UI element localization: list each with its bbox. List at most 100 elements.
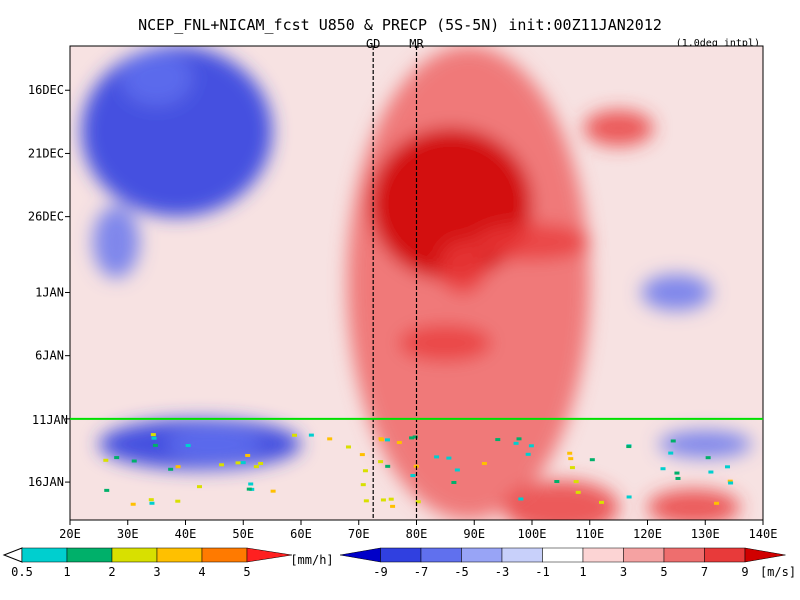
precip-cell <box>568 457 574 461</box>
chart-title: NCEP_FNL+NICAM_fcst U850 & PRECP (5S-5N)… <box>138 16 662 34</box>
precip-legend-arrow-right <box>246 547 293 563</box>
precip-cell <box>451 480 457 484</box>
u850-easterly-core <box>121 50 192 105</box>
x-tick-label: 20E <box>59 527 81 541</box>
y-tick-label: 16DEC <box>28 83 64 97</box>
u850-legend-swatch <box>623 547 665 563</box>
precip-cell <box>359 453 365 457</box>
precip-cell <box>674 471 680 475</box>
y-tick-label: 6JAN <box>35 349 64 363</box>
u850-legend-swatch <box>582 547 624 563</box>
precip-cell <box>253 465 259 469</box>
precip-cell <box>668 451 674 455</box>
precip-cell <box>175 465 181 469</box>
precip-cell <box>626 445 632 449</box>
precip-cell <box>567 451 573 455</box>
u850-westerly-core <box>439 240 486 295</box>
precip-cell <box>345 445 351 449</box>
u850-legend-label: 7 <box>701 565 708 579</box>
x-tick-label: 90E <box>463 527 485 541</box>
precip-cell <box>396 441 402 445</box>
precip-cell <box>528 444 534 448</box>
u850-westerly-core <box>647 489 741 520</box>
u850-easterly-core <box>658 430 752 458</box>
precip-cell <box>148 498 154 502</box>
x-tick-label: 130E <box>691 527 720 541</box>
precip-cell <box>360 483 366 487</box>
precip-cell <box>390 504 396 508</box>
precip-cell <box>245 453 251 457</box>
x-tick-label: 30E <box>117 527 139 541</box>
precip-cell <box>714 501 720 505</box>
precip-cell <box>130 502 136 506</box>
u850-legend-unit: [m/s] <box>760 565 796 579</box>
precip-cell <box>150 433 156 437</box>
precip-cell <box>248 482 254 486</box>
precip-cell <box>410 474 416 478</box>
u850-legend-label: -1 <box>535 565 549 579</box>
u850-easterly-core <box>641 274 712 311</box>
u850-legend-swatch <box>663 547 705 563</box>
u850-legend-label: 9 <box>741 565 748 579</box>
precip-legend-swatch <box>111 547 158 563</box>
precip-cell <box>599 500 605 504</box>
precip-cell <box>258 462 264 466</box>
y-tick-label: 21DEC <box>28 146 64 160</box>
precip-cell <box>728 481 734 485</box>
precip-cell <box>670 439 676 443</box>
u850-legend-swatch <box>542 547 584 563</box>
u850-legend-label: 5 <box>660 565 667 579</box>
precip-cell <box>724 465 730 469</box>
precip-cell <box>626 495 632 499</box>
precip-cell <box>378 437 384 441</box>
precip-cell <box>151 436 157 440</box>
precip-cell <box>219 463 225 467</box>
precip-cell <box>569 466 575 470</box>
x-tick-label: 120E <box>633 527 662 541</box>
precip-cell <box>292 433 298 437</box>
precip-cell <box>434 455 440 459</box>
precip-cell <box>378 460 384 464</box>
precip-legend-swatch <box>66 547 113 563</box>
precip-legend-swatch <box>201 547 248 563</box>
u850-legend-swatch <box>704 547 746 563</box>
u850-legend-label: 3 <box>620 565 627 579</box>
precip-cell <box>152 443 158 447</box>
u850-westerly-core <box>583 110 654 147</box>
precip-cell <box>235 461 241 465</box>
precip-cell <box>660 467 666 471</box>
precip-cell <box>270 489 276 493</box>
precip-cell <box>409 436 415 440</box>
x-tick-label: 110E <box>575 527 604 541</box>
precip-cell <box>573 480 579 484</box>
y-tick-label: 1JAN <box>35 285 64 299</box>
precip-cell <box>363 499 369 503</box>
precip-legend-label: 1 <box>63 565 70 579</box>
precip-cell <box>495 438 501 442</box>
u850-westerly-core <box>502 480 619 520</box>
precip-cell <box>308 433 314 437</box>
precip-legend-label: 0.5 <box>11 565 33 579</box>
u850-westerly-core <box>474 223 590 260</box>
plot-area <box>70 46 763 520</box>
precip-cell <box>246 487 252 491</box>
precip-cell <box>327 437 333 441</box>
x-tick-label: 70E <box>348 527 370 541</box>
precip-cell <box>446 456 452 460</box>
x-tick-label: 50E <box>232 527 254 541</box>
precip-legend-label: 2 <box>108 565 115 579</box>
precip-legend-label: 5 <box>243 565 250 579</box>
u850-legend-arrow-right <box>744 547 786 563</box>
x-tick-label: 60E <box>290 527 312 541</box>
precip-cell <box>513 441 519 445</box>
precip-cell <box>104 488 110 492</box>
precip-cell <box>589 458 595 462</box>
u850-legend-swatch <box>501 547 543 563</box>
precip-cell <box>131 459 137 463</box>
precip-cell <box>185 444 191 448</box>
u850-legend-swatch <box>461 547 503 563</box>
precip-cell <box>388 497 394 501</box>
y-tick-label: 26DEC <box>28 210 64 224</box>
precip-cell <box>575 490 581 494</box>
y-tick-label: 16JAN <box>28 475 64 489</box>
